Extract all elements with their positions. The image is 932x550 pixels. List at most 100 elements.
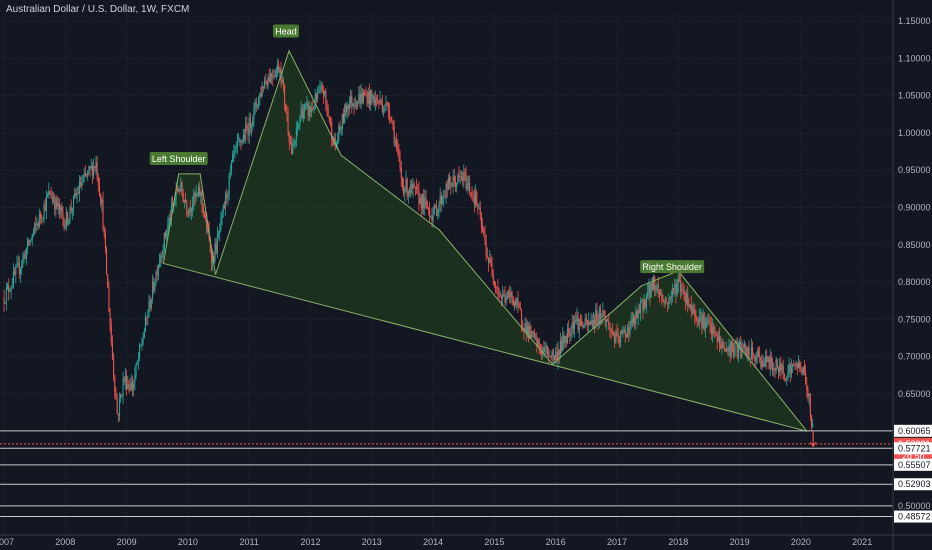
y-tick-label: 0.50000 <box>898 501 931 511</box>
candle-body <box>776 359 778 368</box>
candle-body <box>748 347 750 358</box>
candle-body <box>760 356 762 368</box>
candle-body <box>717 336 719 342</box>
candle-body <box>393 125 395 144</box>
candle-body <box>678 279 681 281</box>
candle-body <box>254 101 256 107</box>
candle-body <box>312 108 314 110</box>
candle-body <box>403 186 405 194</box>
candle-body <box>709 322 711 326</box>
candle-body <box>381 103 383 112</box>
candle-body <box>315 94 317 100</box>
candle-body <box>601 316 603 318</box>
candle-body <box>295 127 297 141</box>
candle-body <box>362 92 365 102</box>
candle-body <box>282 79 284 86</box>
candle-body <box>203 214 205 217</box>
candle-body <box>256 106 259 108</box>
candle-body <box>221 211 223 218</box>
candle-body <box>118 398 121 416</box>
x-tick-label: 2012 <box>300 537 320 547</box>
candle-body <box>749 357 751 359</box>
candle-body <box>328 116 330 122</box>
candle-body <box>70 207 72 211</box>
candle-body <box>473 196 475 205</box>
candle-body <box>150 299 152 308</box>
candle-body <box>41 217 43 219</box>
candle-body <box>443 197 445 200</box>
candle-body <box>320 85 322 87</box>
candle-body <box>444 197 446 199</box>
candle-body <box>775 359 777 372</box>
candle-body <box>702 314 704 329</box>
candle-body <box>65 212 68 227</box>
candle-body <box>401 177 403 187</box>
candle-body <box>687 293 689 306</box>
candle-body <box>149 301 151 308</box>
x-tick-label: 2016 <box>546 537 566 547</box>
candle-body <box>566 328 569 344</box>
candle-body <box>313 108 315 110</box>
candle-body <box>372 96 374 99</box>
candle-body <box>413 184 415 187</box>
candle-body <box>551 351 553 359</box>
candle-body <box>388 110 391 118</box>
candle-body <box>561 340 563 351</box>
candle-body <box>584 318 586 326</box>
candle-body <box>695 316 697 319</box>
candle-body <box>424 198 426 208</box>
candle-body <box>479 208 481 215</box>
candle-body <box>706 321 708 324</box>
candle-body <box>21 264 23 269</box>
candle-body <box>306 103 308 105</box>
candle-body <box>511 292 513 299</box>
candle-body <box>737 344 739 358</box>
candle-body <box>605 319 607 323</box>
candle-body <box>582 325 584 328</box>
candle-body <box>37 223 39 227</box>
candle-body <box>524 323 526 333</box>
candle-body <box>701 316 703 329</box>
candle-body <box>285 103 287 112</box>
candle-body <box>233 151 235 154</box>
candle-body <box>569 333 571 336</box>
x-tick-label: 2013 <box>362 537 382 547</box>
candle-body <box>355 105 358 107</box>
candle-body <box>783 373 785 379</box>
pattern-outline <box>162 49 808 432</box>
y-tick-label: 0.70000 <box>898 352 931 362</box>
candle-body <box>645 295 648 308</box>
candle-body <box>439 196 441 205</box>
candle-body <box>788 363 790 373</box>
candle-body <box>522 323 524 329</box>
candle-body <box>95 162 97 169</box>
candle-body <box>268 76 270 82</box>
x-tick-label: 2018 <box>668 537 688 547</box>
candle-body <box>181 182 183 194</box>
candle-body <box>126 376 128 390</box>
candle-body <box>543 347 545 352</box>
candle-body <box>350 96 352 103</box>
candle-body <box>155 271 157 284</box>
candle-body <box>770 356 772 363</box>
candle-body <box>104 233 106 249</box>
candle-body <box>698 317 701 322</box>
candle-body <box>614 335 616 343</box>
candle-body <box>574 320 576 329</box>
candle-body <box>161 255 163 257</box>
candle-body <box>51 197 53 199</box>
candle-body <box>5 288 7 303</box>
candle-body <box>808 393 810 397</box>
candle-body <box>115 391 117 399</box>
candle-body <box>671 288 673 297</box>
candle-body <box>364 92 366 95</box>
candle-body <box>750 347 752 358</box>
x-tick-label: 2014 <box>423 537 443 547</box>
candle-body <box>649 284 651 298</box>
candle-body <box>471 194 473 196</box>
candle-body <box>429 209 431 217</box>
candle-body <box>180 182 182 192</box>
candle-body <box>655 285 657 292</box>
candle-body <box>162 249 164 257</box>
